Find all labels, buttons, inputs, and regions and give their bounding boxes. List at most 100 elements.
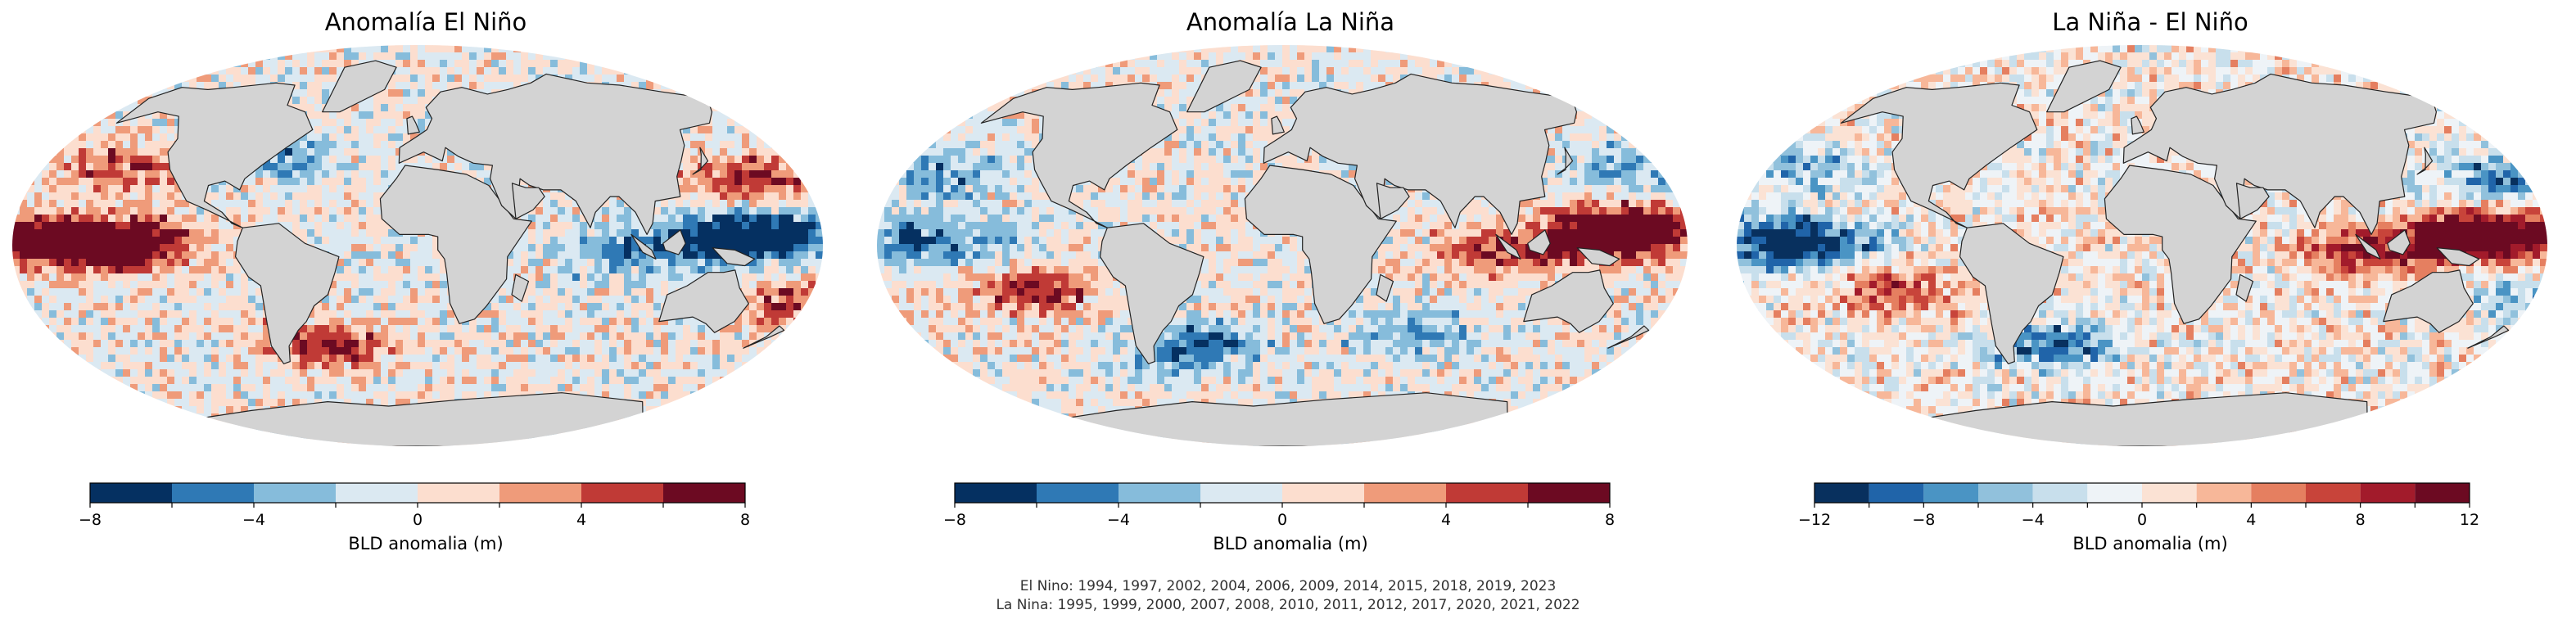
landmass-south-america	[235, 223, 340, 364]
landmass-arabia-gap	[1376, 183, 1410, 219]
colorbar-tick-label: −12	[1798, 511, 1831, 529]
colorbar-segment	[1037, 483, 1119, 503]
colorbar-segment	[2142, 483, 2197, 503]
landmass-antarctica	[1056, 392, 1508, 446]
landmass-japan	[1557, 147, 1574, 175]
colorbar-tick-label: −4	[1107, 511, 1130, 529]
colorbar-segment	[1814, 483, 1869, 503]
colorbar-segment	[581, 483, 663, 503]
landmass-madagascar	[2235, 273, 2254, 302]
colorbar-segment	[1364, 483, 1446, 503]
colorbar-tick-label: 0	[2137, 511, 2147, 529]
colorbar-tick-label: −4	[242, 511, 265, 529]
colorbar-tick-label: −8	[79, 511, 102, 529]
colorbar-tick-label: −4	[2022, 511, 2045, 529]
landmass-uk	[2131, 115, 2144, 135]
colorbar-segment	[1923, 483, 1978, 503]
colorbar-segment	[955, 483, 1037, 503]
colorbar-tick-label: −8	[943, 511, 966, 529]
landmass-north-america	[980, 82, 1178, 228]
landmass-greenland	[1186, 60, 1262, 113]
colorbar-tick-label: 8	[2356, 511, 2366, 529]
colorbar-segment	[418, 483, 499, 503]
landmass-borneo	[2387, 229, 2411, 255]
landmass-eurasia	[398, 73, 712, 235]
colorbar-difference: −12 −8 −4 0 4 8 12	[1798, 482, 2479, 529]
colorbar-segment	[663, 483, 745, 503]
colorbar-segment	[1446, 483, 1528, 503]
footnote-la-nina-years: La Nina: 1995, 1999, 2000, 2007, 2008, 2…	[996, 597, 1580, 613]
colorbar-el-nino: −8 −4 0 4 8	[79, 482, 750, 529]
colorbar-segment	[2415, 483, 2470, 503]
colorbar-segment	[2196, 483, 2252, 503]
colorbar-segment	[254, 483, 336, 503]
colorbar-segment	[336, 483, 418, 503]
panel-title: Anomalía El Niño	[324, 8, 527, 36]
colorbar-tick-label: 8	[1605, 511, 1615, 529]
landmass-antarctica	[192, 392, 644, 446]
panel-la-nina: Anomalía La Niña −8 −4 0 4 8 BLD anomalia (m…	[865, 0, 1716, 573]
panel-el-nino: Anomalía El Niño −8 −4 0 4 8 BLD anomalia (m…	[0, 0, 852, 573]
landmass-south-america	[1100, 223, 1204, 364]
colorbar-tick-label: 12	[2460, 511, 2479, 529]
colorbar-segment	[499, 483, 581, 503]
landmass-eurasia	[1263, 73, 1577, 235]
colorbar-tick-label: 4	[1441, 511, 1451, 529]
panel-title: La Niña - El Niño	[2052, 8, 2248, 36]
landmass-new-guinea	[2436, 247, 2480, 267]
landmass-arabia-gap	[511, 183, 545, 219]
landmass-new-guinea	[1576, 247, 1620, 267]
colorbar-segment	[1528, 483, 1610, 503]
map-el-nino	[12, 45, 823, 446]
landmass-africa	[2104, 165, 2257, 324]
map-difference	[1737, 45, 2547, 446]
colorbar-tick-label: 0	[1277, 511, 1287, 529]
colorbar-segment	[2032, 483, 2088, 503]
landmass-new-zealand	[2467, 325, 2510, 349]
colorbar-segment	[1978, 483, 2033, 503]
landmass-north-america	[115, 82, 314, 228]
landmass-sumatra	[630, 233, 657, 260]
colorbar-tick-label: 4	[2246, 511, 2256, 529]
colorbar-tick-label: −8	[1912, 511, 1935, 529]
colorbar-label: BLD anomalia (m)	[348, 534, 504, 553]
landmass-south-america	[1959, 223, 2064, 364]
colorbar-segment	[1869, 483, 1924, 503]
landmass-arabia-gap	[2235, 183, 2270, 219]
landmass-africa	[379, 165, 532, 324]
landmass-new-zealand	[1607, 325, 1650, 349]
landmass-borneo	[1527, 229, 1551, 255]
landmass-japan	[2416, 147, 2434, 175]
colorbar-segment	[2306, 483, 2361, 503]
landmass-japan	[692, 147, 709, 175]
landmass-australia	[2383, 269, 2474, 333]
landmass-new-zealand	[743, 325, 785, 349]
colorbar-segment	[2360, 483, 2416, 503]
landmass-borneo	[662, 229, 686, 255]
landmass-sumatra	[1495, 233, 1521, 260]
colorbar-label: BLD anomalia (m)	[1213, 534, 1368, 553]
landmass-north-america	[1840, 82, 2038, 228]
landmass-antarctica	[1916, 392, 2368, 446]
colorbar-tick-label: 4	[576, 511, 586, 529]
panel-difference: La Niña - El Niño −12 −8 −4 0 4 8 12 BLD anoma…	[1724, 0, 2576, 573]
landmass-greenland	[322, 60, 397, 113]
colorbar-label: BLD anomalia (m)	[2072, 534, 2228, 553]
landmass-uk	[1271, 115, 1285, 135]
landmass-africa	[1244, 165, 1397, 324]
colorbar-segment	[2087, 483, 2142, 503]
landmass-madagascar	[511, 273, 530, 302]
colorbar-tick-label: 0	[413, 511, 423, 529]
landmass-new-guinea	[712, 247, 756, 267]
landmass-greenland	[2046, 60, 2122, 113]
colorbar-segment	[172, 483, 254, 503]
colorbar-tick-label: 8	[740, 511, 750, 529]
landmass-madagascar	[1376, 273, 1394, 302]
panel-title: Anomalía La Niña	[1186, 8, 1395, 36]
map-la-nina	[877, 45, 1688, 446]
colorbar-segment	[1282, 483, 1364, 503]
colorbar-segment	[1200, 483, 1282, 503]
colorbar-segment	[1119, 483, 1200, 503]
landmass-australia	[658, 269, 749, 333]
landmass-australia	[1523, 269, 1614, 333]
